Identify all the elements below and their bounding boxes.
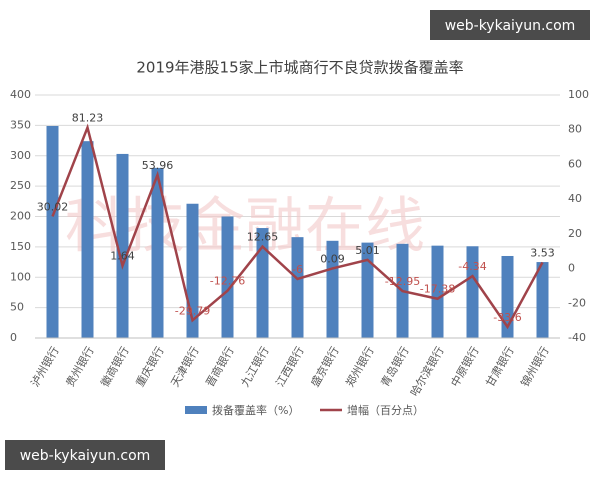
y-tick-label: 100 [10,270,31,283]
data-label: -33.6 [493,311,521,324]
y-tick-label: 250 [10,179,31,192]
y2-tick-label: 80 [568,123,582,136]
data-label: -29.79 [175,304,210,317]
overlay-box [5,440,165,470]
y2-tick-label: -40 [568,331,586,344]
bar [256,228,269,338]
legend-swatch [185,406,207,414]
y-tick-label: 400 [10,88,31,101]
data-label: -12.95 [385,275,420,288]
x-tick-label: 泸州银行 [28,344,62,389]
bar [536,262,549,338]
y2-tick-label: 40 [568,192,582,205]
data-label: -4.34 [458,260,486,273]
legend-label: 增幅（百分点） [347,403,424,417]
y-tick-label: 0 [10,331,17,344]
x-tick-label: 贵州银行 [63,344,97,389]
x-tick-label: 江西银行 [273,344,307,389]
x-tick-label: 甘肃银行 [483,344,517,389]
bar [291,237,304,338]
data-label: 81.23 [72,112,104,125]
overlay-text: web-kykaiyun.com [20,448,151,464]
x-tick-label: 郑州银行 [343,344,377,389]
y2-tick-label: 100 [568,88,589,101]
line [51,123,544,330]
bar [81,141,94,338]
data-label: 3.53 [530,246,555,259]
data-label: -6 [292,263,303,276]
data-label: 0.09 [320,252,345,265]
data-label: 1.64 [110,250,135,263]
y2-tick-label: 0 [568,262,575,275]
legend-label: 拨备覆盖率（%） [212,403,299,417]
overlay-box [430,10,590,40]
chart-title: 2019年港股15家上市城商行不良贷款拨备覆盖率 [136,59,463,77]
bar [46,125,59,338]
data-label: -12.76 [210,275,245,288]
x-tick-label: 晋商银行 [203,344,237,389]
bar [151,167,164,338]
y-tick-label: 50 [10,301,24,314]
y2-tick-label: 60 [568,157,582,170]
bar [326,240,339,338]
bar [361,242,374,338]
x-tick-label: 徽商银行 [98,344,132,389]
y-tick-label: 350 [10,118,31,131]
x-tick-label: 天津银行 [168,344,202,389]
data-label: -17.38 [420,283,455,296]
bar [431,245,444,338]
bar [116,153,129,338]
bar [501,255,514,338]
data-label: 12.65 [247,231,279,244]
x-tick-label: 青岛银行 [378,344,412,389]
x-tick-label: 中原银行 [448,344,482,389]
x-tick-label: 锦州银行 [518,344,552,389]
data-label: 53.96 [142,159,174,172]
data-label: 30.02 [37,200,69,213]
x-tick-label: 哈尔滨银行 [407,344,447,399]
bar [466,246,479,338]
y-tick-label: 200 [10,210,31,223]
data-label: 5.01 [355,244,380,257]
x-tick-label: 九江银行 [238,344,272,389]
bar [221,216,234,338]
y2-tick-label: 20 [568,227,582,240]
overlay-text: web-kykaiyun.com [445,18,576,34]
y2-tick-label: -20 [568,296,586,309]
x-tick-label: 重庆银行 [133,344,167,389]
y-tick-label: 150 [10,240,31,253]
y-tick-label: 300 [10,149,31,162]
x-tick-label: 盛京银行 [308,344,342,389]
